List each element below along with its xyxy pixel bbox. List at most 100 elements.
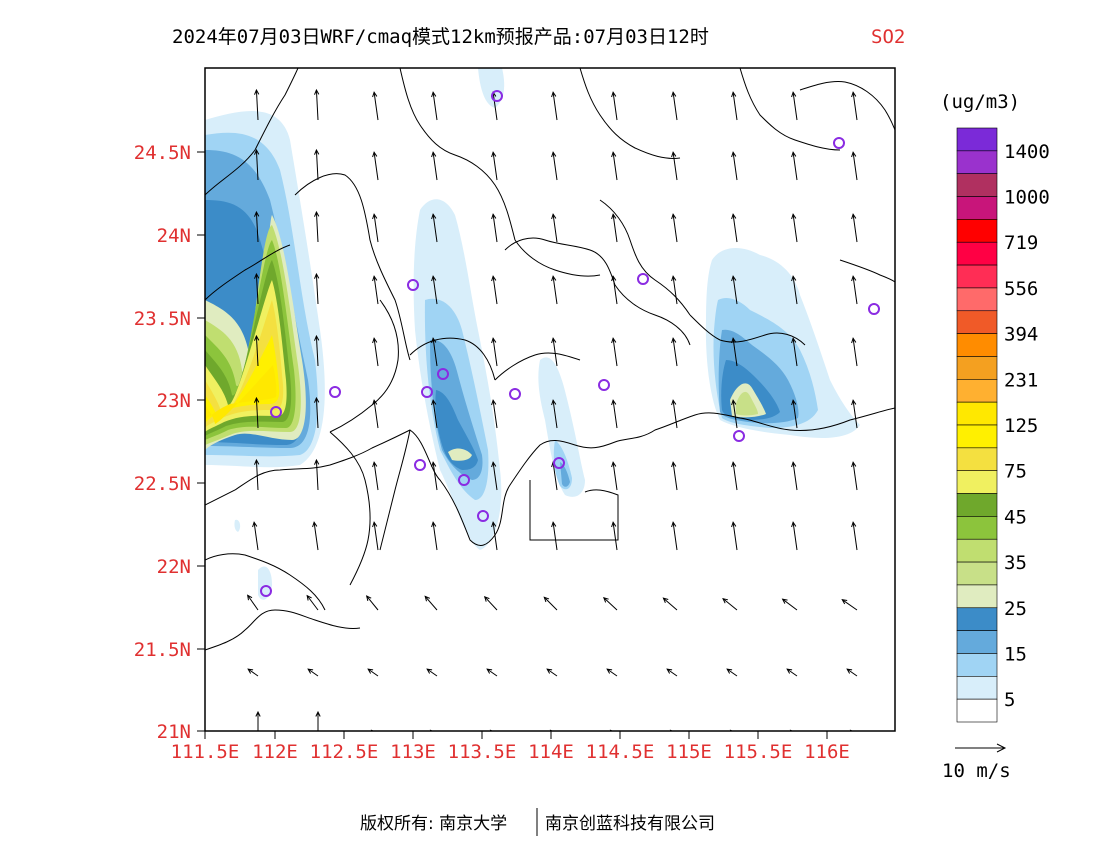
wind-arrow (254, 148, 260, 181)
colorbar-swatch (956, 127, 998, 152)
wind-arrow (254, 210, 260, 243)
y-tick-label: 23.5N (134, 308, 191, 330)
coastline-and-boundaries (205, 68, 895, 651)
wind-arrow (431, 399, 438, 429)
colorbar-label: 556 (1004, 278, 1038, 300)
colorbar-swatch (956, 379, 998, 403)
wind-arrow (851, 461, 858, 491)
wind-arrow (372, 275, 379, 305)
colorbar: (ug/m3) 14001000719556394231125754535251… (940, 91, 1050, 723)
footer-copyright: 版权所有: 南京大学 (360, 814, 507, 834)
x-tick-label: 112.5E (310, 741, 379, 763)
wind-arrow (306, 594, 319, 611)
colorbar-swatch (956, 698, 998, 723)
x-axis: 111.5E 112E 112.5E 113E 113.5E 114E 114.5E 115E… (171, 731, 850, 763)
wind-arrow (486, 668, 498, 677)
wind-arrow (781, 598, 798, 611)
footer-company: 南京创蓝科技有限公司 (545, 814, 715, 834)
wind-arrow (372, 151, 379, 181)
colorbar-swatch (956, 241, 998, 266)
wind-arrow (315, 710, 321, 731)
wind-arrow (841, 599, 858, 611)
wind-arrow (491, 213, 498, 243)
x-tick-label: 113E (390, 741, 436, 763)
so2-concentration-contours (205, 68, 860, 600)
wind-arrow (431, 275, 438, 305)
x-tick-label: 112E (252, 741, 298, 763)
colorbar-swatch (956, 584, 998, 609)
wind-arrow (606, 668, 618, 677)
figure-title: 2024年07月03日WRF/cmaq模式12km预报产品:07月03日12时 (172, 26, 709, 48)
colorbar-labels: 1400 1000 719 556 394 231 125 75 45 35 25 15 5 (1004, 141, 1050, 711)
wind-arrow (851, 399, 858, 429)
site-marker (598, 379, 610, 391)
site-marker (509, 388, 521, 400)
wind-arrow (551, 213, 558, 243)
wind-arrow (431, 461, 438, 491)
colorbar-swatch (956, 561, 998, 586)
wind-arrow (254, 88, 260, 121)
site-marker (477, 510, 489, 522)
wind-arrow (314, 396, 320, 429)
x-tick-label: 116E (804, 741, 850, 763)
colorbar-label: 1400 (1004, 141, 1050, 163)
wind-arrow (791, 399, 798, 429)
wind-arrow (367, 668, 379, 677)
y-tick-label: 22.5N (134, 473, 191, 495)
colorbar-swatch (956, 424, 998, 449)
colorbar-swatch (956, 196, 998, 220)
wind-arrow (671, 337, 678, 367)
wind-arrow (731, 337, 738, 367)
wind-arrow (731, 521, 738, 551)
wind-arrow (666, 668, 678, 677)
wind-arrow (671, 213, 678, 243)
wind-arrow (602, 596, 618, 611)
wind-arrow (252, 521, 259, 551)
site-marker (833, 137, 845, 149)
wind-arrow (791, 275, 798, 305)
wind-arrow (372, 91, 379, 121)
wind-arrow (671, 521, 678, 551)
x-tick-label: 115E (666, 741, 712, 763)
wind-arrow (726, 668, 738, 677)
colorbar-swatch (956, 516, 998, 540)
wind-arrow (247, 594, 259, 611)
site-marker (407, 279, 419, 291)
site-marker (260, 585, 272, 597)
wind-arrow (851, 337, 858, 367)
wind-arrow (372, 399, 379, 429)
wind-arrow (671, 151, 678, 181)
colorbar-swatches (956, 127, 998, 723)
wind-arrow (247, 668, 259, 677)
wind-arrow (791, 151, 798, 181)
wind-arrow (851, 213, 858, 243)
wind-arrow (372, 521, 379, 551)
wind-arrow (551, 521, 558, 551)
wind-arrow (424, 595, 438, 611)
colorbar-swatch (956, 447, 998, 471)
site-marker (437, 368, 449, 380)
wind-arrow (426, 668, 438, 677)
wind-arrow (551, 151, 558, 181)
wind-arrow (314, 210, 320, 243)
colorbar-swatch (956, 676, 998, 700)
y-tick-label: 21N (157, 721, 191, 743)
wind-arrow (791, 461, 798, 491)
wind-arrow (365, 595, 379, 611)
y-tick-label: 23N (157, 390, 191, 412)
colorbar-swatch (956, 287, 998, 312)
wind-arrow (431, 91, 438, 121)
species-label: SO2 (871, 26, 905, 48)
wind-arrow (314, 458, 320, 491)
colorbar-label: 125 (1004, 415, 1038, 437)
wind-arrow (546, 668, 558, 677)
x-tick-label: 111.5E (171, 741, 240, 763)
wind-arrow (491, 399, 498, 429)
colorbar-swatch (956, 470, 998, 494)
wind-arrow (254, 272, 260, 305)
colorbar-swatch (956, 310, 998, 334)
colorbar-label: 231 (1004, 369, 1038, 391)
wind-arrow (791, 91, 798, 121)
wind-arrow (722, 597, 738, 611)
